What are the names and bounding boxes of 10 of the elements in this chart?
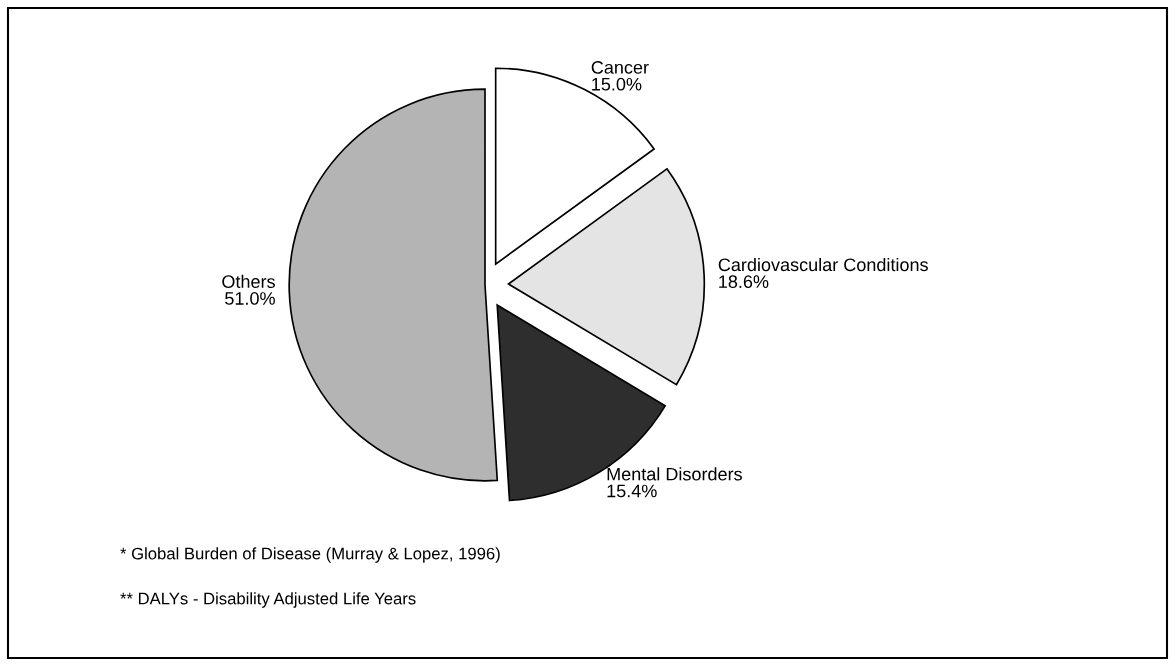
text: * Global Burden of Disease (Murray & Lopez, 1996) [120,547,500,563]
data-label: 15.0% [592,77,642,91]
text: ** DALYs - Disability Adjusted Life Years [120,592,416,608]
data-label: 51.0% [225,292,275,305]
data-label: 18.6% [719,275,769,289]
data-label: 15.4% [607,484,657,498]
slice-label: Mental Disorders [607,467,742,481]
slice-label: Others [222,274,275,289]
slice-label: Cardiovascular Conditions [718,257,928,272]
slice-label: Cancer [591,61,649,74]
